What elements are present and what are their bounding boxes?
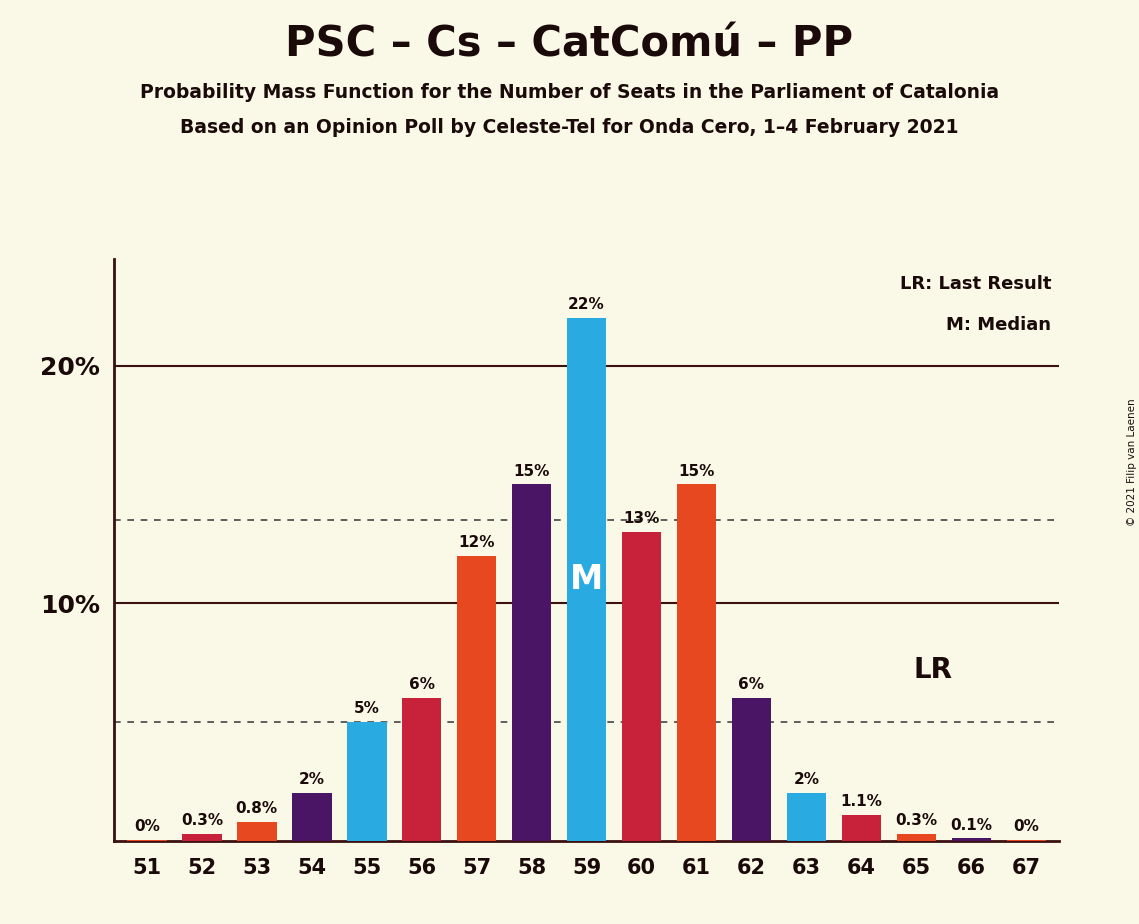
Text: 6%: 6% — [409, 677, 435, 692]
Bar — [457, 555, 497, 841]
Bar — [128, 840, 166, 841]
Text: 0%: 0% — [1014, 819, 1039, 833]
Bar — [842, 815, 882, 841]
Text: M: Median: M: Median — [947, 316, 1051, 334]
Text: 0.8%: 0.8% — [236, 801, 278, 816]
Bar — [951, 838, 991, 841]
Text: Probability Mass Function for the Number of Seats in the Parliament of Catalonia: Probability Mass Function for the Number… — [140, 83, 999, 103]
Bar — [731, 699, 771, 841]
Bar — [237, 821, 277, 841]
Bar — [402, 699, 442, 841]
Bar — [622, 532, 662, 841]
Text: 15%: 15% — [679, 464, 714, 479]
Text: LR: LR — [913, 656, 952, 684]
Text: 0.3%: 0.3% — [895, 813, 937, 828]
Text: LR: Last Result: LR: Last Result — [900, 275, 1051, 293]
Bar — [896, 833, 936, 841]
Bar — [182, 833, 222, 841]
Text: PSC – Cs – CatComú – PP: PSC – Cs – CatComú – PP — [286, 23, 853, 65]
Text: 0.1%: 0.1% — [950, 818, 992, 833]
Text: 5%: 5% — [354, 701, 379, 716]
Text: 15%: 15% — [514, 464, 550, 479]
Bar — [677, 484, 716, 841]
Text: 22%: 22% — [568, 298, 605, 312]
Text: 0.3%: 0.3% — [181, 813, 223, 828]
Text: 2%: 2% — [794, 772, 819, 787]
Bar — [511, 484, 551, 841]
Bar — [787, 794, 826, 841]
Bar — [1007, 840, 1046, 841]
Text: 1.1%: 1.1% — [841, 794, 883, 808]
Text: Based on an Opinion Poll by Celeste-Tel for Onda Cero, 1–4 February 2021: Based on an Opinion Poll by Celeste-Tel … — [180, 118, 959, 138]
Text: © 2021 Filip van Laenen: © 2021 Filip van Laenen — [1128, 398, 1137, 526]
Text: 13%: 13% — [623, 511, 659, 526]
Text: M: M — [570, 563, 604, 596]
Bar — [347, 722, 386, 841]
Text: 6%: 6% — [738, 677, 764, 692]
Bar — [292, 794, 331, 841]
Text: 12%: 12% — [458, 535, 495, 550]
Bar — [567, 318, 606, 841]
Text: 2%: 2% — [298, 772, 325, 787]
Text: 0%: 0% — [134, 819, 159, 833]
